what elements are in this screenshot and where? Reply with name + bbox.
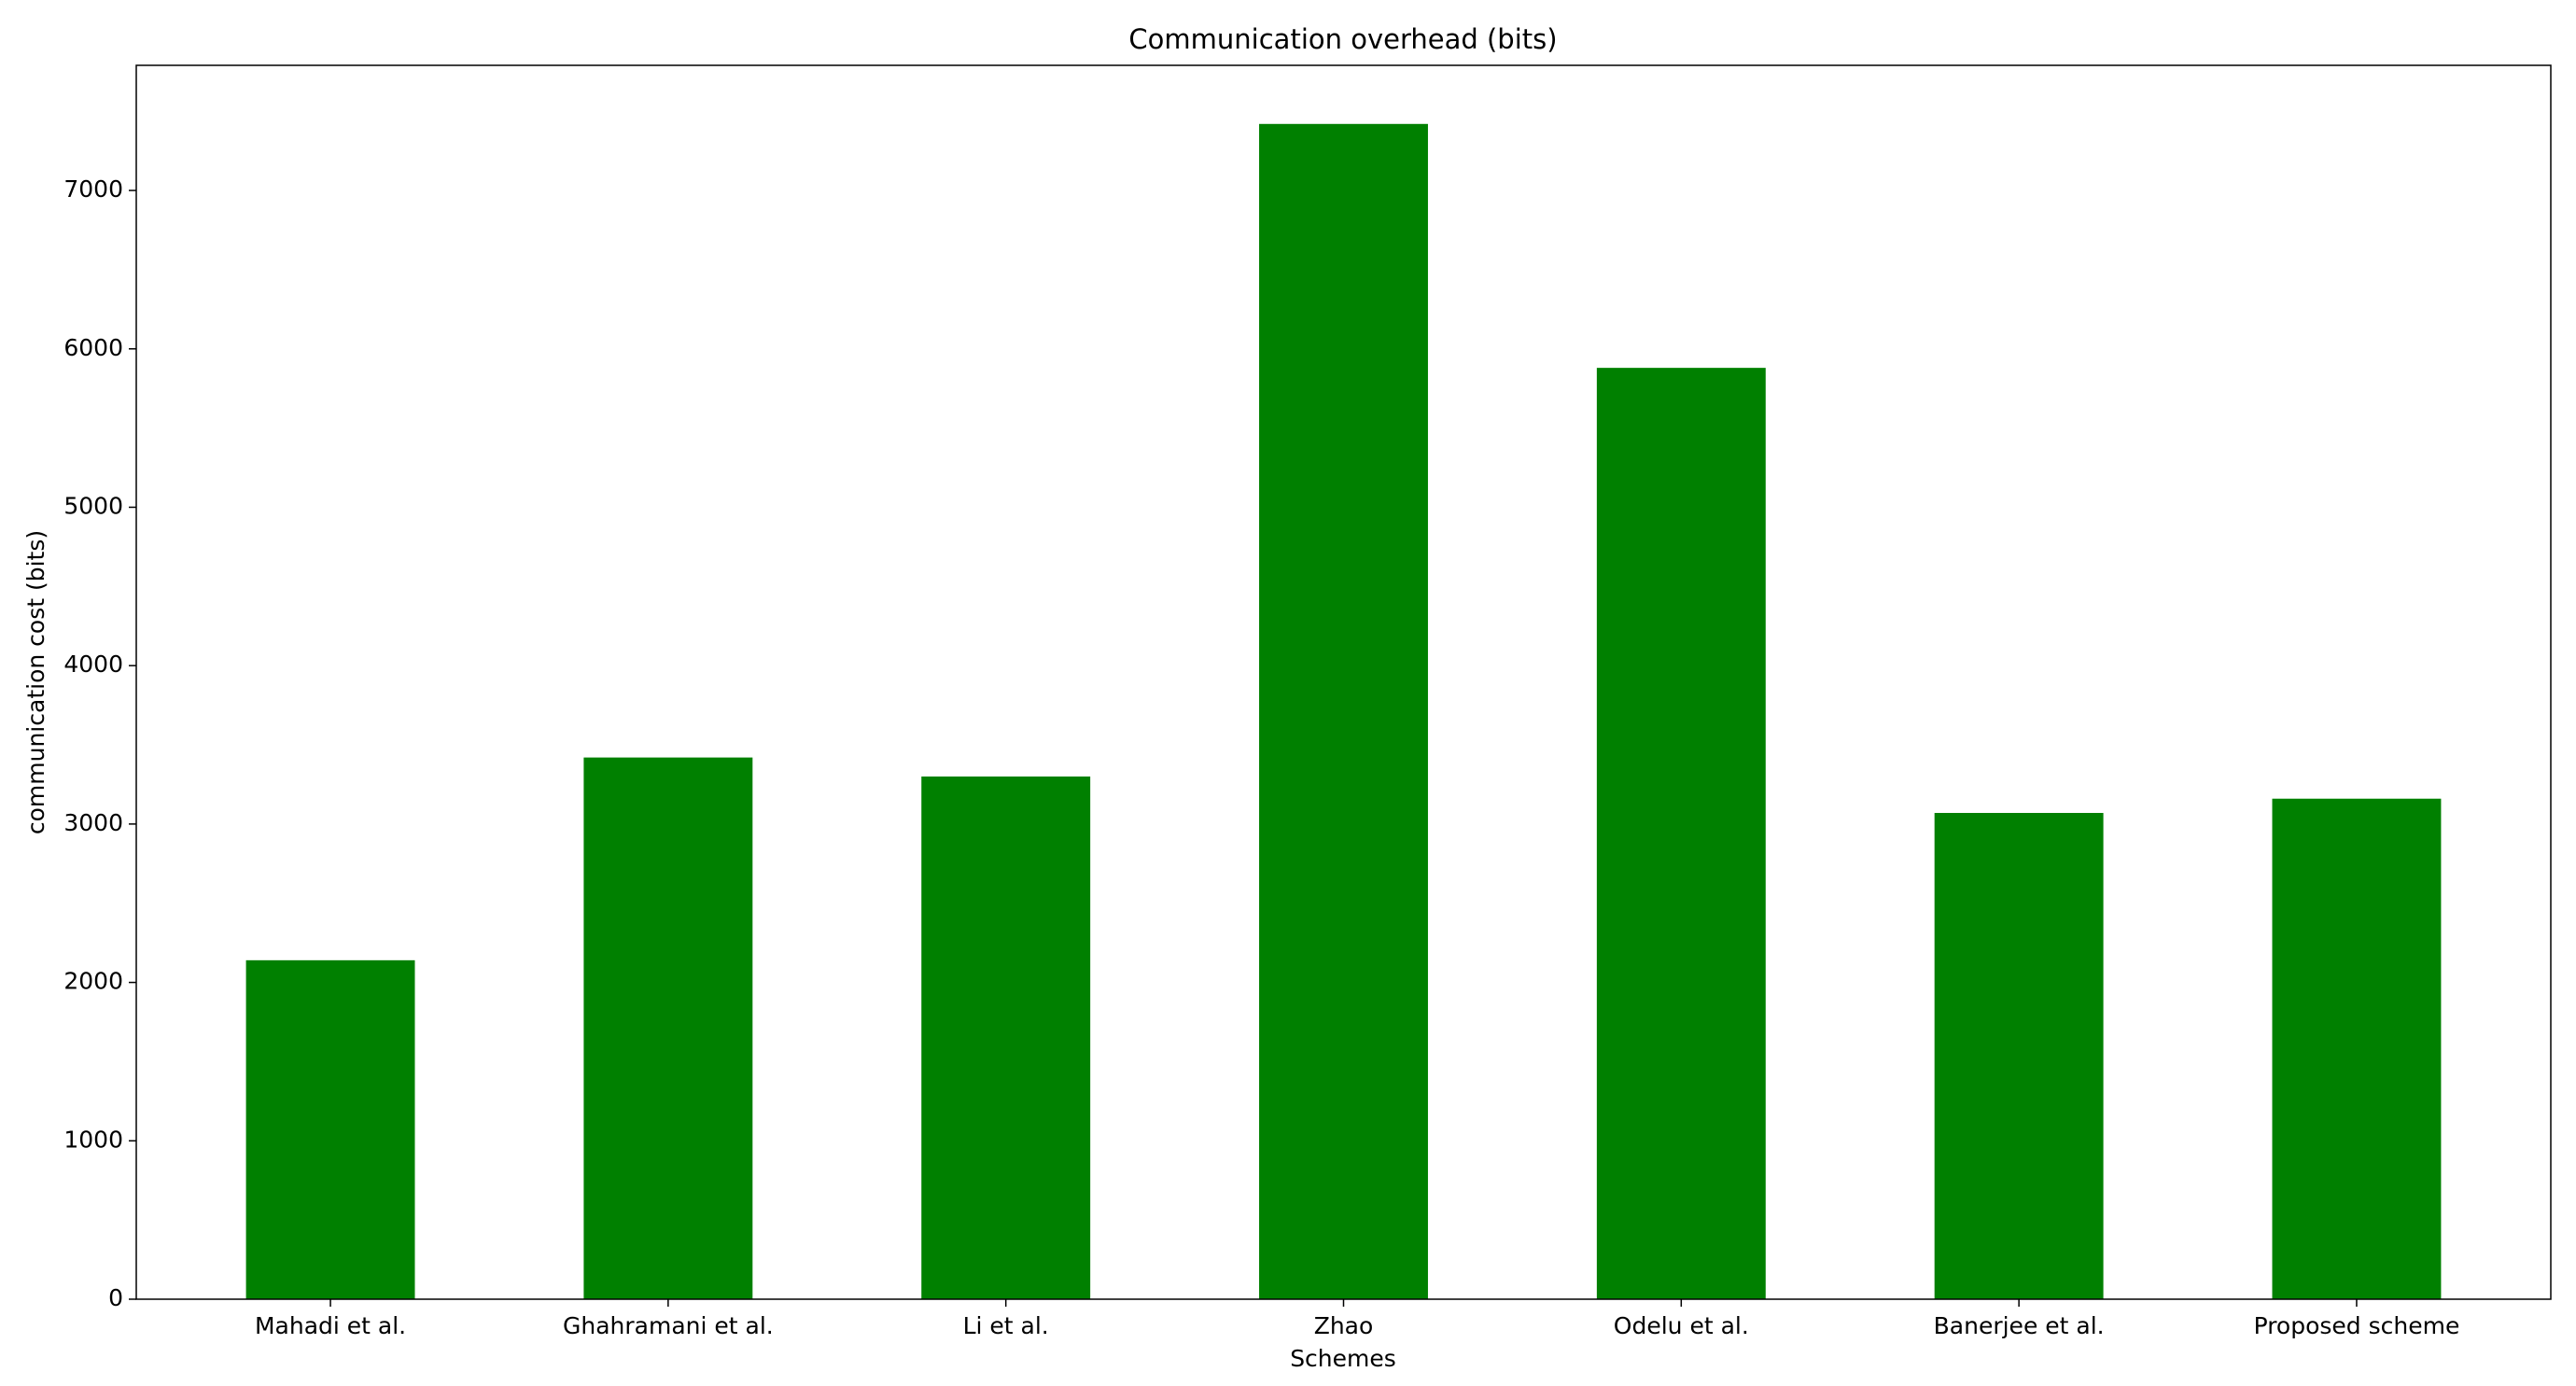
bar xyxy=(921,776,1091,1299)
y-axis-label: communication cost (bits) xyxy=(22,530,49,834)
y-tick-label: 2000 xyxy=(63,968,123,995)
y-tick-label: 5000 xyxy=(63,492,123,519)
x-axis-label: Schemes xyxy=(1290,1345,1396,1372)
x-tick-label: Zhao xyxy=(1314,1312,1374,1339)
bar xyxy=(1934,813,2104,1299)
y-tick-label: 1000 xyxy=(63,1126,123,1153)
chart-title: Communication overhead (bits) xyxy=(1128,23,1557,55)
y-tick-label: 0 xyxy=(108,1284,123,1311)
x-tick-label: Banerjee et al. xyxy=(1934,1312,2105,1339)
x-tick-label: Ghahramani et al. xyxy=(563,1312,774,1339)
y-tick-label: 3000 xyxy=(63,809,123,836)
x-tick-label: Odelu et al. xyxy=(1614,1312,1749,1339)
x-tick-label: Mahadi et al. xyxy=(255,1312,406,1339)
bar xyxy=(245,959,415,1299)
x-tick-label: Li et al. xyxy=(963,1312,1049,1339)
bar xyxy=(583,757,753,1299)
y-tick-label: 7000 xyxy=(63,175,123,203)
y-tick-label: 4000 xyxy=(63,651,123,678)
plot-frame xyxy=(135,64,2552,1300)
bar xyxy=(1259,123,1428,1299)
bar xyxy=(2272,798,2442,1299)
bar xyxy=(1596,368,1766,1299)
y-tick-label: 6000 xyxy=(63,334,123,361)
x-tick-label: Proposed scheme xyxy=(2254,1312,2460,1339)
